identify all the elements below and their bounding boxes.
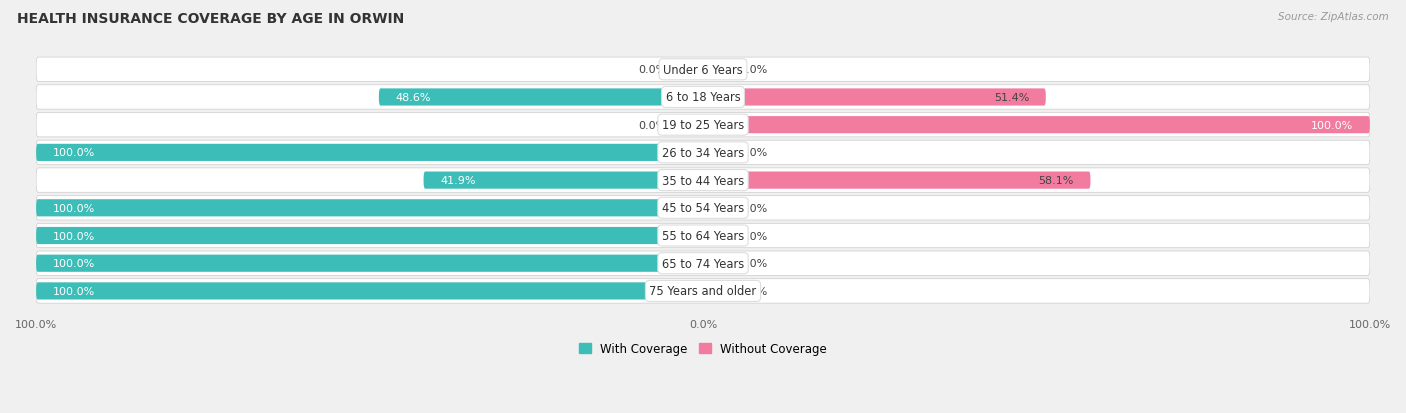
Text: 0.0%: 0.0%: [740, 286, 768, 296]
Legend: With Coverage, Without Coverage: With Coverage, Without Coverage: [574, 337, 832, 360]
FancyBboxPatch shape: [703, 145, 730, 161]
FancyBboxPatch shape: [703, 255, 730, 272]
Text: 6 to 18 Years: 6 to 18 Years: [665, 91, 741, 104]
Text: 100.0%: 100.0%: [53, 259, 96, 268]
Text: 0.0%: 0.0%: [740, 148, 768, 158]
FancyBboxPatch shape: [37, 196, 1369, 221]
FancyBboxPatch shape: [703, 89, 1046, 106]
Text: 0.0%: 0.0%: [740, 259, 768, 268]
FancyBboxPatch shape: [37, 113, 1369, 138]
FancyBboxPatch shape: [703, 200, 730, 217]
Text: Source: ZipAtlas.com: Source: ZipAtlas.com: [1278, 12, 1389, 22]
Text: 35 to 44 Years: 35 to 44 Years: [662, 174, 744, 187]
FancyBboxPatch shape: [37, 169, 1369, 193]
Text: 0.0%: 0.0%: [740, 203, 768, 213]
Text: Under 6 Years: Under 6 Years: [664, 64, 742, 76]
FancyBboxPatch shape: [703, 62, 730, 78]
FancyBboxPatch shape: [676, 117, 703, 134]
FancyBboxPatch shape: [37, 228, 703, 244]
Text: 41.9%: 41.9%: [440, 176, 475, 186]
Text: 19 to 25 Years: 19 to 25 Years: [662, 119, 744, 132]
FancyBboxPatch shape: [37, 85, 1369, 110]
Text: 100.0%: 100.0%: [53, 231, 96, 241]
FancyBboxPatch shape: [37, 282, 703, 300]
Text: 75 Years and older: 75 Years and older: [650, 285, 756, 298]
FancyBboxPatch shape: [703, 172, 1091, 189]
FancyBboxPatch shape: [37, 224, 1369, 248]
Text: 100.0%: 100.0%: [53, 203, 96, 213]
Text: 26 to 34 Years: 26 to 34 Years: [662, 147, 744, 159]
FancyBboxPatch shape: [37, 252, 1369, 276]
Text: 45 to 54 Years: 45 to 54 Years: [662, 202, 744, 215]
FancyBboxPatch shape: [676, 62, 703, 78]
FancyBboxPatch shape: [37, 58, 1369, 82]
Text: 55 to 64 Years: 55 to 64 Years: [662, 230, 744, 242]
FancyBboxPatch shape: [703, 282, 730, 300]
FancyBboxPatch shape: [37, 255, 703, 272]
Text: 100.0%: 100.0%: [53, 148, 96, 158]
Text: HEALTH INSURANCE COVERAGE BY AGE IN ORWIN: HEALTH INSURANCE COVERAGE BY AGE IN ORWI…: [17, 12, 404, 26]
FancyBboxPatch shape: [37, 279, 1369, 304]
Text: 0.0%: 0.0%: [740, 65, 768, 75]
Text: 0.0%: 0.0%: [740, 231, 768, 241]
Text: 51.4%: 51.4%: [994, 93, 1029, 103]
Text: 0.0%: 0.0%: [638, 121, 666, 131]
Text: 48.6%: 48.6%: [395, 93, 432, 103]
Text: 58.1%: 58.1%: [1039, 176, 1074, 186]
FancyBboxPatch shape: [703, 228, 730, 244]
Text: 65 to 74 Years: 65 to 74 Years: [662, 257, 744, 270]
FancyBboxPatch shape: [37, 200, 703, 217]
FancyBboxPatch shape: [37, 145, 703, 161]
Text: 100.0%: 100.0%: [53, 286, 96, 296]
FancyBboxPatch shape: [423, 172, 703, 189]
Text: 100.0%: 100.0%: [1310, 121, 1353, 131]
FancyBboxPatch shape: [37, 141, 1369, 165]
Text: 0.0%: 0.0%: [638, 65, 666, 75]
FancyBboxPatch shape: [703, 117, 1369, 134]
FancyBboxPatch shape: [378, 89, 703, 106]
